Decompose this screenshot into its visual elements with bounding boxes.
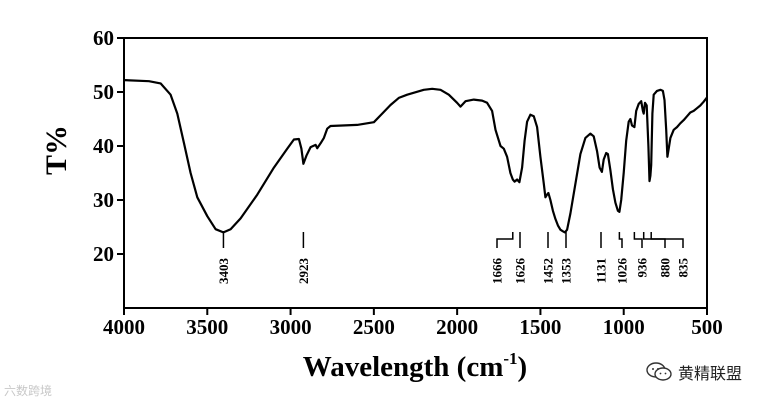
peak-label: 880 [658, 258, 673, 278]
x-tick-label: 500 [691, 315, 723, 339]
peak-marker [633, 232, 643, 248]
y-tick-label: 60 [93, 26, 114, 50]
peak-label: 3403 [216, 258, 231, 285]
peak-label: 1452 [541, 258, 556, 284]
x-tick-labels: 4000 3500 3000 2500 2000 1500 1000 500 [103, 315, 723, 339]
y-tick-label: 30 [93, 188, 114, 212]
peak-marker [642, 232, 666, 248]
x-axis-title-tail: ) [518, 351, 528, 383]
x-tick-label: 3500 [186, 315, 228, 339]
y-tick-label: 20 [93, 242, 114, 266]
peak-marker [650, 232, 684, 248]
watermark-right: 黄精联盟 [646, 360, 742, 384]
y-tick-label: 50 [93, 80, 114, 104]
peak-label: 1626 [513, 258, 528, 285]
x-tick-label: 4000 [103, 315, 145, 339]
x-tick-label: 1000 [603, 315, 645, 339]
watermark-left-text: 六数跨境 [4, 384, 53, 398]
x-axis-title-main: Wavelength (cm [303, 351, 504, 383]
peak-label: 2923 [296, 258, 311, 285]
peak-label: 1131 [594, 258, 609, 283]
x-tick-label: 2500 [353, 315, 395, 339]
y-axis-title: T% [40, 125, 73, 175]
y-tick-label: 40 [93, 134, 114, 158]
peak-label: 1666 [490, 258, 505, 285]
peak-annotations: 3403 2923 1666 1626 1452 1353 1131 1026 936 880 83… [216, 232, 691, 284]
peak-marker [618, 232, 623, 248]
x-tick-label: 1500 [519, 315, 561, 339]
wechat-icon [646, 362, 672, 381]
peak-label: 1026 [615, 258, 630, 285]
peak-marker [496, 232, 514, 248]
spectrum-line [123, 79, 708, 234]
plot-frame [123, 37, 708, 309]
axes [117, 37, 708, 315]
watermark-left: 六数跨境 [4, 382, 52, 399]
peak-label: 835 [676, 258, 691, 278]
y-tick-labels: 60 50 40 30 20 [93, 26, 114, 266]
x-axis-title: Wavelength (cm-1) [303, 349, 527, 383]
watermark-right-text: 黄精联盟 [678, 364, 743, 383]
x-axis-title-sup: -1 [503, 349, 517, 368]
x-tick-label: 3000 [270, 315, 312, 339]
peak-label: 936 [635, 258, 650, 278]
peak-label: 1353 [559, 258, 574, 285]
x-tick-label: 2000 [436, 315, 478, 339]
